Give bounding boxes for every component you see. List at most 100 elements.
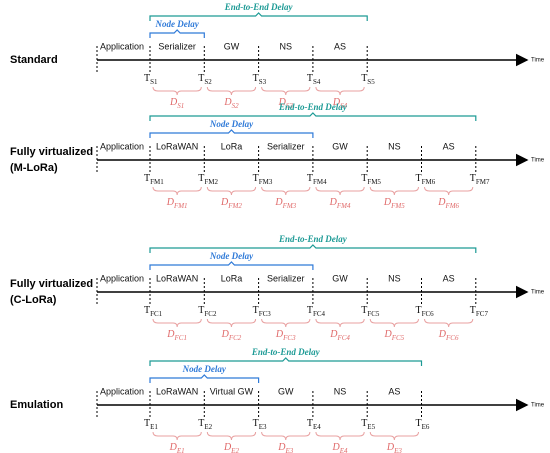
node-delay-label: Node Delay — [155, 19, 200, 29]
tick-label: TFM5 — [361, 173, 381, 185]
tick-sub: FC4 — [313, 310, 326, 318]
tick-label: TFC7 — [470, 305, 489, 317]
tick-base: T — [307, 173, 313, 184]
segment-label: LoRa — [221, 273, 243, 283]
tick-base: T — [253, 305, 259, 316]
tick-base: T — [416, 305, 422, 316]
tick-base: T — [144, 73, 150, 84]
tick-sub: E1 — [150, 423, 158, 431]
delay-sub: FM5 — [390, 202, 405, 210]
delay-label: DE3 — [386, 442, 403, 453]
tick-sub: FC5 — [367, 310, 380, 318]
tick-sub: S5 — [367, 78, 375, 86]
delay-base: D — [437, 197, 446, 208]
segment-label: AS — [443, 141, 455, 151]
delay-brace — [424, 186, 474, 196]
segment-label: GW — [332, 273, 348, 283]
tick-base: T — [144, 173, 150, 184]
end-to-end-bracket — [149, 357, 423, 366]
delay-label: DS4 — [332, 97, 348, 109]
segment-label: Application — [100, 273, 144, 283]
time-label: Time — [531, 58, 545, 64]
segment-label: GW — [278, 386, 294, 396]
delay-base: D — [166, 329, 175, 340]
delay-label: DS1 — [169, 97, 184, 109]
tick-sub: FC2 — [204, 310, 217, 318]
tick-label: TE6 — [416, 418, 430, 430]
tick-label: TFM3 — [253, 173, 273, 185]
tick-base: T — [470, 305, 476, 316]
delay-sub: FM6 — [444, 202, 459, 210]
segment-label: Virtual GW — [210, 386, 254, 396]
delay-sub: FC2 — [228, 334, 242, 342]
tick-base: T — [144, 305, 150, 316]
tick-base: T — [307, 418, 313, 429]
delay-sub: S4 — [340, 102, 348, 110]
tick-base: T — [416, 173, 422, 184]
row-label: Emulation — [10, 399, 63, 411]
delay-brace — [261, 86, 311, 96]
tick-sub: E5 — [367, 423, 375, 431]
segment-label: AS — [388, 386, 400, 396]
node-delay-bracket — [149, 129, 314, 138]
delay-sub: E3 — [284, 447, 293, 453]
tick-base: T — [361, 173, 367, 184]
delay-brace — [206, 431, 257, 441]
tick-sub: FC3 — [259, 310, 272, 318]
segment-label: GW — [224, 41, 240, 51]
tick-label: TE2 — [198, 418, 212, 430]
tick-sub: FM1 — [150, 178, 164, 186]
delay-base: D — [386, 442, 395, 453]
delay-sub: FM2 — [227, 202, 242, 210]
delay-base: D — [169, 97, 178, 108]
tick-label: TFC3 — [253, 305, 272, 317]
segment-label: Serializer — [158, 41, 196, 51]
delay-label: DE2 — [223, 442, 240, 453]
delay-brace — [261, 318, 311, 328]
delay-base: D — [166, 197, 175, 208]
delay-sub: E2 — [230, 447, 239, 453]
tick-sub: FM6 — [422, 178, 436, 186]
tick-sub: S2 — [204, 78, 212, 86]
delay-brace — [369, 431, 419, 441]
tick-label: TFC6 — [416, 305, 435, 317]
tick-sub: FC6 — [422, 310, 435, 318]
tick-label: TE3 — [253, 418, 267, 430]
tick-sub: S1 — [150, 78, 158, 86]
tick-sub: E3 — [259, 423, 267, 431]
tick-base: T — [198, 73, 204, 84]
tick-base: T — [470, 173, 476, 184]
tick-base: T — [144, 418, 150, 429]
tick-label: TFM2 — [198, 173, 218, 185]
end-to-end-label: End-to-End Delay — [278, 102, 348, 112]
delay-brace — [206, 86, 257, 96]
segment-label: Application — [100, 41, 144, 51]
delay-brace — [152, 186, 202, 196]
tick-label: TS1 — [144, 73, 158, 85]
delay-base: D — [329, 329, 338, 340]
time-label: Time — [531, 403, 545, 409]
tick-base: T — [361, 305, 367, 316]
delay-brace — [315, 86, 365, 96]
delay-base: D — [223, 97, 232, 108]
delay-label: DFM6 — [437, 197, 459, 209]
delay-label: DFC5 — [384, 329, 405, 341]
tick-sub: FM4 — [313, 178, 327, 186]
delay-brace — [315, 318, 365, 328]
delay-base: D — [277, 442, 286, 453]
tick-base: T — [198, 418, 204, 429]
delay-sub: FC5 — [391, 334, 405, 342]
node-delay-bracket — [149, 374, 260, 383]
segment-label: LoRaWAN — [156, 141, 198, 151]
node-delay-bracket — [149, 261, 314, 270]
delay-label: DE3 — [277, 442, 294, 453]
tick-sub: FM3 — [259, 178, 273, 186]
segment-label: NS — [388, 273, 401, 283]
tick-base: T — [253, 418, 259, 429]
delay-label: DFC6 — [438, 329, 459, 341]
node-delay-label: Node Delay — [209, 251, 254, 261]
tick-label: TS4 — [307, 73, 321, 85]
tick-sub: FM5 — [367, 178, 381, 186]
delay-base: D — [221, 329, 230, 340]
